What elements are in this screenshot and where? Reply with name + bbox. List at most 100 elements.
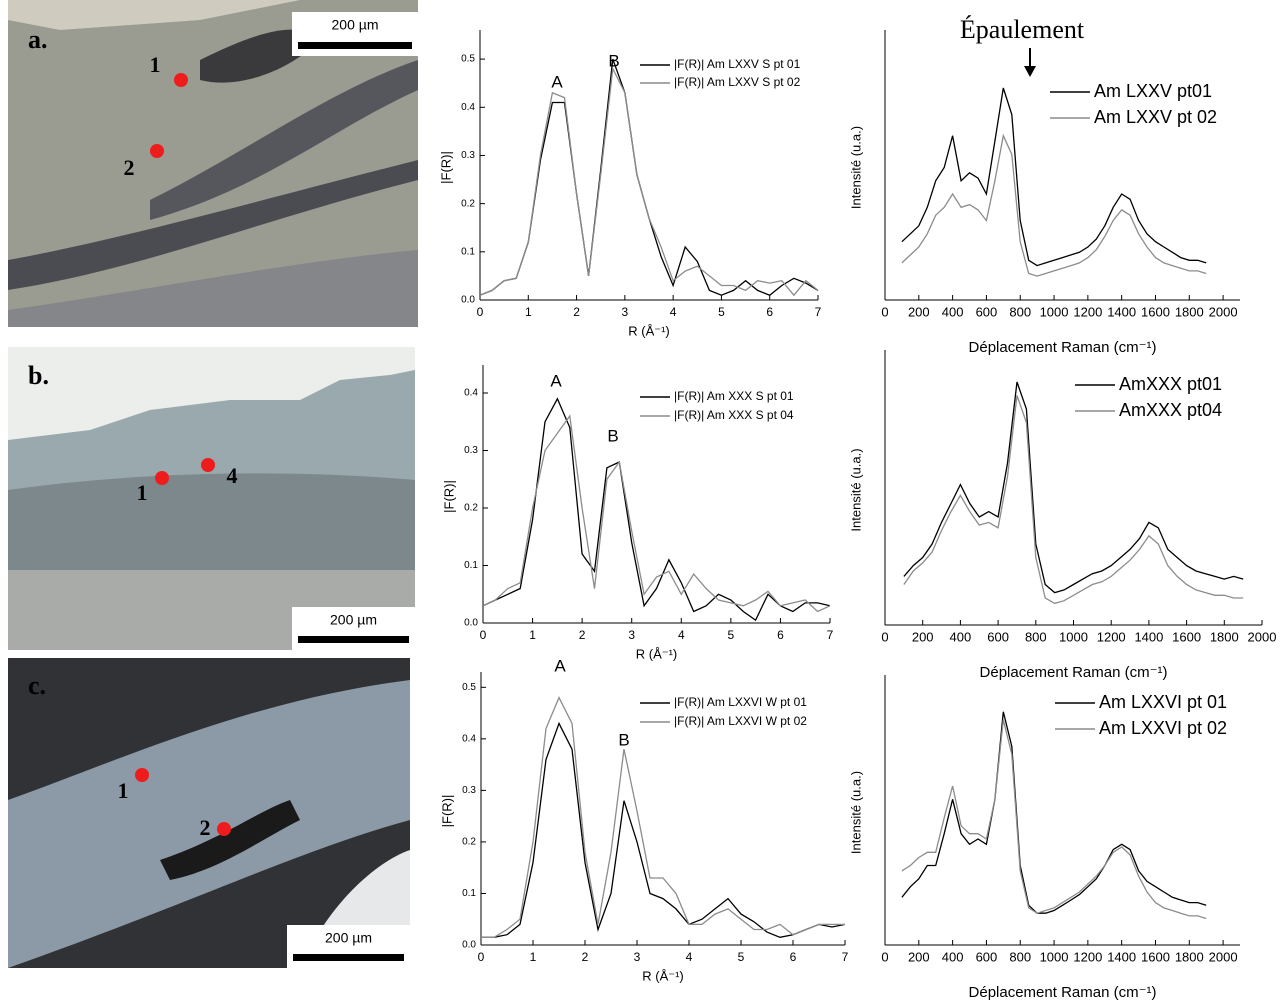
- point-label: 4: [227, 463, 238, 488]
- legend-label: |F(R)| Am XXX S pt 04: [674, 408, 794, 422]
- x-tick-label: 0: [477, 305, 484, 319]
- x-tick-label: 6: [766, 305, 773, 319]
- x-tick-label: 1400: [1107, 304, 1136, 319]
- annotation: A: [550, 371, 562, 390]
- y-tick-label: 0.0: [461, 295, 475, 306]
- y-tick-label: 0.3: [464, 445, 478, 456]
- x-tick-label: 1: [529, 628, 536, 642]
- x-tick-label: 600: [976, 304, 998, 319]
- series-line: [901, 133, 1207, 277]
- legend-label: |F(R)| Am LXXVI W pt 01: [674, 695, 807, 709]
- point-label: 1: [137, 480, 148, 505]
- series-line: [481, 696, 845, 938]
- image-region: [8, 680, 410, 968]
- image-region: [150, 60, 418, 220]
- x-tick-label: 2000: [1209, 949, 1238, 964]
- legend-label: Am LXXV pt 02: [1094, 107, 1217, 127]
- x-tick-label: 1: [525, 305, 532, 319]
- legend-label: |F(R)| Am LXXVI W pt 02: [674, 714, 807, 728]
- legend-label: |F(R)| Am XXX S pt 01: [674, 389, 794, 403]
- legend-label: |F(R)| Am LXXV S pt 01: [674, 57, 801, 71]
- x-tick-label: 1000: [1040, 949, 1069, 964]
- x-tick-label: 0: [881, 949, 888, 964]
- y-tick-label: 0.5: [462, 682, 476, 693]
- y-axis-label: |F(R)|: [438, 151, 453, 184]
- x-axis-label: Déplacement Raman (cm⁻¹): [969, 339, 1157, 356]
- legend-label: |F(R)| Am LXXV S pt 02: [674, 75, 801, 89]
- x-axis-label: R (Å⁻¹): [628, 323, 670, 338]
- x-tick-label: 1600: [1172, 629, 1201, 644]
- x-tick-label: 1600: [1141, 949, 1170, 964]
- legend-label: AmXXX pt04: [1119, 400, 1222, 420]
- point-label: 1: [118, 778, 129, 803]
- panel-label: c.: [28, 671, 46, 700]
- x-tick-label: 400: [942, 304, 964, 319]
- x-tick-label: 0: [478, 950, 485, 964]
- x-axis-label: Déplacement Raman (cm⁻¹): [980, 664, 1168, 681]
- annotation: A: [551, 72, 563, 91]
- y-tick-label: 0.2: [461, 198, 475, 209]
- x-tick-label: 800: [1025, 629, 1047, 644]
- series-line: [903, 395, 1244, 605]
- x-tick-label: 200: [908, 949, 930, 964]
- scale-bar: [298, 42, 412, 49]
- x-tick-label: 2000: [1209, 304, 1238, 319]
- legend-label: Am LXXVI pt 02: [1099, 718, 1227, 738]
- x-tick-label: 1000: [1040, 304, 1069, 319]
- y-tick-label: 0.2: [462, 837, 476, 848]
- y-tick-label: 0.5: [461, 54, 475, 65]
- x-axis-label: Déplacement Raman (cm⁻¹): [969, 984, 1157, 1000]
- annotation-arrowhead: [1024, 66, 1036, 77]
- x-tick-label: 600: [976, 949, 998, 964]
- chart: 0 200 400 600 800 1000 1200 1400 1600 1800 2000 Dép…: [848, 15, 1240, 356]
- x-tick-label: 1600: [1141, 304, 1170, 319]
- x-tick-label: 400: [942, 949, 964, 964]
- x-tick-label: 5: [728, 628, 735, 642]
- x-tick-label: 7: [815, 305, 822, 319]
- x-tick-label: 4: [686, 950, 693, 964]
- x-tick-label: 800: [1009, 304, 1031, 319]
- y-axis-label: Intensité (u.a.): [848, 126, 863, 209]
- x-tick-label: 3: [634, 950, 641, 964]
- y-axis-label: Intensité (u.a.): [848, 448, 863, 531]
- image-region: [8, 473, 415, 570]
- scale-label: 200 µm: [325, 930, 372, 946]
- y-axis-label: |F(R)|: [441, 480, 456, 513]
- x-tick-label: 0: [881, 304, 888, 319]
- x-tick-label: 4: [678, 628, 685, 642]
- series-line: [479, 58, 819, 296]
- x-tick-label: 1: [530, 950, 537, 964]
- series-line: [901, 87, 1207, 267]
- x-tick-label: 1200: [1097, 629, 1126, 644]
- sample-point: [174, 73, 188, 87]
- x-tick-label: 1800: [1210, 629, 1239, 644]
- point-label: 1: [150, 52, 161, 77]
- x-tick-label: 0: [881, 629, 888, 644]
- y-tick-label: 0.4: [462, 733, 476, 744]
- y-tick-label: 0.3: [461, 150, 475, 161]
- y-tick-label: 0.1: [461, 246, 475, 257]
- x-tick-label: 400: [950, 629, 972, 644]
- legend-label: AmXXX pt01: [1119, 374, 1222, 394]
- x-tick-label: 2000: [1248, 629, 1277, 644]
- y-tick-label: 0.3: [462, 785, 476, 796]
- series-line: [903, 381, 1244, 594]
- panel-label: a.: [28, 25, 48, 54]
- annotation: B: [607, 426, 618, 445]
- x-tick-label: 3: [628, 628, 635, 642]
- chart: 0 200 400 600 800 1000 1200 1400 1600 1800 2000 Dép…: [848, 350, 1276, 681]
- image-region: [8, 0, 300, 30]
- x-tick-label: 1400: [1107, 949, 1136, 964]
- x-tick-label: 1200: [1073, 949, 1102, 964]
- x-tick-label: 6: [777, 628, 784, 642]
- y-tick-label: 0.4: [464, 388, 478, 399]
- series-line: [482, 397, 831, 622]
- x-tick-label: 6: [790, 950, 797, 964]
- x-tick-label: 200: [908, 304, 930, 319]
- x-tick-label: 1800: [1175, 949, 1204, 964]
- chart: 0 1 2 3 4 5 6 7 0.0 0.1 0.2 0.3 0.4 R (Å⁻¹) |F(R)| |F(R…: [441, 365, 834, 661]
- x-tick-label: 4: [670, 305, 677, 319]
- series-line: [901, 711, 1207, 914]
- y-tick-label: 0.0: [464, 618, 478, 629]
- y-axis-label: |F(R)|: [439, 795, 454, 828]
